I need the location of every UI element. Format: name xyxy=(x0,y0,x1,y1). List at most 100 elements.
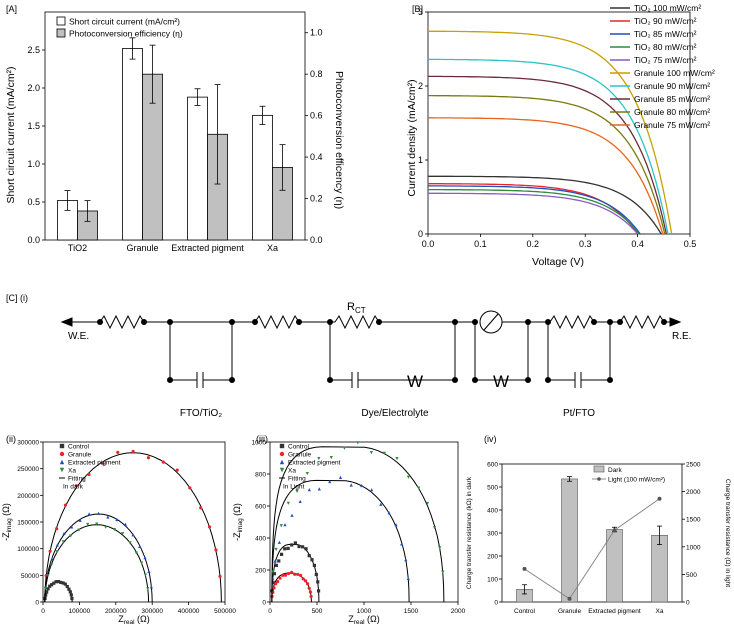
data-point xyxy=(96,511,101,515)
re-arrow-icon xyxy=(669,317,682,327)
data-point xyxy=(309,594,313,599)
data-point xyxy=(106,515,110,519)
data-point xyxy=(387,511,391,515)
panel-a-xtick-label: Extracted pigment xyxy=(171,243,244,253)
panel-iv-ytick-label: 500 xyxy=(487,485,498,492)
data-point xyxy=(128,541,132,545)
data-point xyxy=(304,547,308,551)
fitting-curve xyxy=(44,513,153,603)
data-point xyxy=(121,532,125,536)
data-point xyxy=(286,546,290,551)
data-point xyxy=(59,451,65,457)
data-point xyxy=(404,558,408,562)
panel-iv-xtick-label: Extracted pigment xyxy=(588,608,641,615)
data-point xyxy=(279,443,285,449)
data-point xyxy=(278,576,282,580)
panel-a-ytick-label: 1.5 xyxy=(27,121,40,131)
data-point xyxy=(425,501,430,506)
data-point xyxy=(274,582,278,586)
panel-iii-xtick-label: 2000 xyxy=(451,608,466,615)
data-point xyxy=(356,441,360,445)
legend-label: Extracted pigment xyxy=(68,460,121,467)
data-point xyxy=(349,483,353,487)
data-point xyxy=(417,486,421,490)
data-point xyxy=(342,446,347,450)
panel-ii-xtick-label: 0 xyxy=(41,608,45,615)
data-point xyxy=(69,593,73,597)
panel-iv-y2tick-label: 0 xyxy=(686,600,690,607)
data-point xyxy=(303,579,308,583)
data-point xyxy=(134,551,139,555)
jv-curve xyxy=(428,185,641,235)
legend-label: Granule xyxy=(68,452,92,459)
panel-iv-ytick-label: 600 xyxy=(487,462,498,469)
panel-a-y2-label: Photoconversion efficency (η) xyxy=(333,71,345,209)
data-point xyxy=(138,544,142,549)
light-point xyxy=(567,596,572,601)
data-point xyxy=(286,571,291,576)
legend-swatch-jsc xyxy=(56,16,66,26)
data-point xyxy=(307,488,311,492)
panel-iv-y2tick-label: 1000 xyxy=(686,544,701,551)
panel-b-xtick-label: 0.0 xyxy=(422,239,435,249)
fitting-curve xyxy=(271,572,312,603)
panel-a-ytick-label: 1.0 xyxy=(27,159,40,169)
fitting-curve xyxy=(271,479,410,603)
data-point xyxy=(214,548,218,552)
we-arrow-icon xyxy=(60,317,73,327)
data-point xyxy=(301,577,305,581)
data-point xyxy=(279,552,284,556)
data-point xyxy=(188,486,192,490)
panel-ii-y-label: -Zimag (Ω) xyxy=(1,503,13,541)
panel-iii-xtick-label: 1500 xyxy=(404,608,419,615)
data-point xyxy=(104,525,108,529)
panel-iii-ytick-label: 0 xyxy=(262,600,266,607)
panel-ii-xtick-label: 200000 xyxy=(105,608,127,615)
panel-b-legend: TiO₂ 100 mW/cm² TiO₂ 90 mW/cm² TiO₂ 85 mW/… xyxy=(610,3,715,130)
data-point xyxy=(218,574,222,578)
data-point xyxy=(310,558,314,562)
panel-ii-ytick-label: 200000 xyxy=(17,493,39,500)
data-point xyxy=(101,461,105,466)
data-point xyxy=(131,449,135,454)
panel-c-circuit: [C] (i) xyxy=(0,290,734,430)
data-point xyxy=(286,501,290,505)
data-point xyxy=(61,581,65,585)
data-point xyxy=(279,524,283,528)
panel-ii-xtick-label: 400000 xyxy=(178,608,200,615)
data-point xyxy=(55,543,59,547)
data-point xyxy=(274,563,278,567)
data-point xyxy=(52,581,56,585)
jv-curve xyxy=(428,58,669,235)
jv-curve xyxy=(428,175,662,235)
panel-iii-xtick-label: 1000 xyxy=(357,608,372,615)
data-point xyxy=(69,534,73,538)
data-point xyxy=(276,579,280,584)
circuit-diagram xyxy=(60,310,682,388)
light-point xyxy=(612,528,617,533)
panel-iv-plot-area: 0 100 200 300 400 500 600 0 500 1000 1500 2000 2500 C… xyxy=(466,462,731,616)
panel-iv-y2tick-label: 500 xyxy=(686,572,697,579)
legend-label: Xa xyxy=(288,468,296,475)
data-point xyxy=(329,456,333,460)
panel-iv-ytick-label: 0 xyxy=(494,600,498,607)
legend-label: Granule 75 mW/cm² xyxy=(634,120,710,130)
data-point xyxy=(369,451,373,455)
data-point xyxy=(50,583,54,587)
legend-label: TiO₂ 80 mW/cm² xyxy=(634,42,697,52)
bar-dark xyxy=(651,535,668,603)
panel-iv-ytick-label: 400 xyxy=(487,508,498,515)
data-point xyxy=(61,540,65,544)
data-point xyxy=(46,574,50,578)
legend-label: TiO₂ 100 mW/cm² xyxy=(634,3,701,13)
panel-b-xtick-label: 0.2 xyxy=(527,239,540,249)
panel-ii-ytick-label: 0 xyxy=(35,600,39,607)
panel-iv-y2-label: Charge transfer resistance (Ω) in light xyxy=(724,479,731,587)
data-point xyxy=(279,467,285,473)
panel-a-xtick-label: Granule xyxy=(126,243,158,253)
data-point xyxy=(46,587,50,591)
panel-iv-xtick-label: Xa xyxy=(656,608,664,615)
data-point xyxy=(301,545,305,549)
panel-iv-y2tick-label: 1500 xyxy=(686,517,701,524)
panel-a-y2tick-label: 0.0 xyxy=(310,235,323,245)
